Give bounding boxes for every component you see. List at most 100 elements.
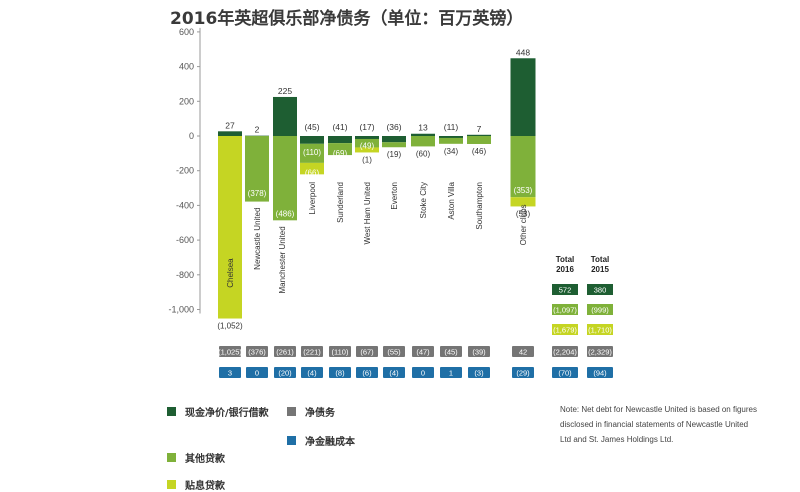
y-tick-label: -200: [176, 166, 194, 176]
net-debt-box: [440, 346, 462, 357]
bar-segment-cash: [218, 131, 242, 137]
net-debt-value: (67): [360, 348, 374, 357]
net-debt-value: (110): [332, 348, 349, 357]
bar-segment-other: [328, 143, 352, 156]
legend-net-swatch: [287, 407, 296, 416]
bar-value-label: (17): [359, 122, 374, 132]
bar-value-label: 2: [255, 125, 260, 135]
legend-net: 净债务: [287, 404, 335, 419]
finance-cost-value: (4): [389, 369, 399, 378]
legend-other-label: 其他贷款: [185, 454, 225, 465]
finance-cost-value: (29): [516, 369, 530, 378]
total-header: Total: [556, 255, 575, 264]
finance-cost-value: 1: [449, 369, 453, 378]
bar-value-label: 225: [278, 86, 292, 96]
finance-cost-box: [383, 367, 405, 378]
total-net-box: [552, 346, 578, 357]
bar-value-label: (49): [360, 141, 375, 150]
legend-other: 其他贷款: [167, 450, 225, 465]
finance-cost-value: 0: [421, 369, 425, 378]
club-name-label: Manchester United: [278, 226, 287, 293]
bar-segment-interest: [218, 136, 242, 319]
total-header: Total: [591, 255, 610, 264]
total-box-interest: [587, 324, 613, 335]
y-tick-label: -800: [176, 270, 194, 280]
bar-segment-interest: [300, 162, 324, 175]
total-box-cash: [587, 284, 613, 295]
club-name-label: Other clubs: [519, 204, 528, 245]
total-box-interest: [552, 324, 578, 335]
finance-cost-value: (6): [362, 369, 372, 378]
total-box-other: [587, 304, 613, 315]
legend-interest: 贴息贷款: [167, 477, 225, 492]
net-debt-box: [329, 346, 351, 357]
club-name-label: Aston Villa: [447, 181, 456, 219]
total-box-other: [552, 304, 578, 315]
bar-value-label: 13: [418, 123, 428, 133]
bar-segment-cash: [328, 136, 352, 144]
bar-value-label: (378): [248, 189, 267, 198]
bar-segment-other: [245, 136, 269, 202]
bar-segment-cash: [300, 136, 324, 144]
club-name-label: Chelsea: [226, 258, 235, 288]
club-name-label: Sunderland: [336, 182, 345, 223]
net-debt-value: (39): [472, 348, 486, 357]
total-cost-value: (70): [558, 369, 572, 378]
bar-value-label: (11): [444, 122, 459, 132]
bar-segment-interest: [355, 147, 379, 153]
bar-value-label: (36): [386, 122, 401, 132]
bar-segment-other: [273, 136, 297, 221]
y-tick-label: -400: [176, 200, 194, 210]
total-cost-box: [552, 367, 578, 378]
net-debt-box: [468, 346, 490, 357]
total-cost-value: (94): [593, 369, 607, 378]
finance-cost-box: [512, 367, 534, 378]
club-name-label: Stoke City: [419, 182, 428, 218]
legend-interest-swatch: [167, 480, 176, 489]
y-tick-label: 0: [189, 131, 194, 141]
bar-segment-other: [439, 137, 463, 144]
bar-value-label: (486): [276, 209, 295, 218]
bar-segment-other: [467, 136, 491, 144]
bar-segment-other: [300, 143, 324, 163]
legend-interest-label: 贴息贷款: [185, 481, 225, 492]
total-value-other: (999): [591, 306, 609, 315]
bar-segment-cash: [382, 136, 406, 143]
finance-cost-box: [246, 367, 268, 378]
bar-value-label: 7: [477, 124, 482, 134]
finance-cost-value: (4): [307, 369, 317, 378]
total-value-interest: (1,710): [588, 326, 612, 335]
total-net-value: (2,329): [588, 348, 612, 357]
net-debt-value: (221): [303, 348, 321, 357]
net-debt-value: 42: [519, 348, 527, 357]
net-debt-box: [512, 346, 534, 357]
bars: [218, 58, 536, 319]
bar-value-label: (353): [514, 186, 533, 195]
net-debt-box: [356, 346, 378, 357]
legend-cost: 净金融成本: [287, 433, 355, 448]
finance-cost-box: [274, 367, 296, 378]
finance-cost-box: [329, 367, 351, 378]
net-debt-value: (47): [416, 348, 430, 357]
club-name-label: Liverpool: [308, 182, 317, 215]
y-tick-label: 400: [179, 62, 194, 72]
net-debt-box: [383, 346, 405, 357]
finance-cost-value: 0: [255, 369, 259, 378]
net-debt-box: [246, 346, 268, 357]
finance-cost-value: 3: [228, 369, 232, 378]
bar-segment-other: [411, 136, 435, 147]
legend-cash-label: 现金净价/银行借款: [185, 408, 269, 419]
legend-cash: 现金净价/银行借款: [167, 404, 269, 419]
footnote: Note: Net debt for Newcastle United is b…: [560, 405, 757, 444]
club-name-label: Everton: [390, 182, 399, 210]
y-tick-label: -1,000: [168, 305, 194, 315]
net-debt-box: [412, 346, 434, 357]
bar-segment-other: [382, 142, 406, 148]
totals-table: Total2016572(1,097)(1,679)Total2015380(9…: [552, 255, 613, 335]
net-debt-value: (261): [276, 348, 294, 357]
total-net-value: (2,204): [553, 348, 577, 357]
y-tick-label: -600: [176, 235, 194, 245]
bar-value-label: (1,052): [217, 322, 243, 331]
club-name-label: Southampton: [475, 182, 484, 230]
